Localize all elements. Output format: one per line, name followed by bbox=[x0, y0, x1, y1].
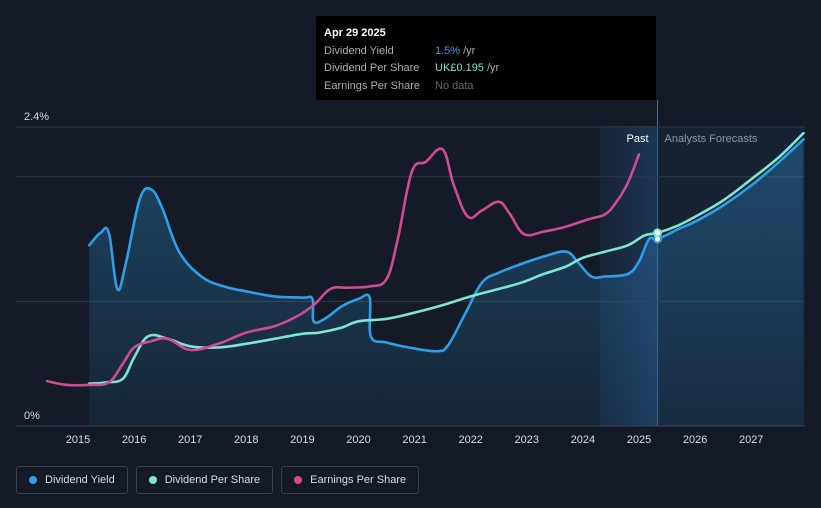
x-tick-label: 2019 bbox=[290, 434, 314, 446]
x-tick-label: 2016 bbox=[122, 434, 146, 446]
earnings-per-share-line bbox=[45, 147, 641, 387]
x-tick-label: 2022 bbox=[458, 434, 482, 446]
legend-item-earnings-per-share[interactable]: Earnings Per Share bbox=[281, 466, 420, 494]
tooltip-label: Earnings Per Share bbox=[324, 79, 420, 92]
past-region-label: Past bbox=[626, 133, 648, 145]
x-tick-label: 2023 bbox=[515, 434, 539, 446]
x-tick-label: 2017 bbox=[178, 434, 202, 446]
forecast-region-label: Analysts Forecasts bbox=[665, 133, 758, 145]
y-tick-label: 2.4% bbox=[24, 111, 49, 123]
legend-dot-icon bbox=[29, 476, 37, 484]
x-tick-label: 2018 bbox=[234, 434, 258, 446]
dividend-per-share-marker bbox=[653, 228, 663, 238]
dividend-yield-line bbox=[87, 138, 805, 353]
tooltip-value: UK£0.195 bbox=[435, 62, 484, 74]
x-tick-label: 2027 bbox=[739, 434, 763, 446]
x-tick-label: 2021 bbox=[402, 434, 426, 446]
x-tick-label: 2020 bbox=[346, 434, 370, 446]
legend-label: Dividend Per Share bbox=[164, 474, 261, 486]
tooltip-label: Dividend Per Share bbox=[324, 62, 420, 74]
tooltip-unit: /yr bbox=[486, 62, 500, 74]
hover-tooltip: Apr 29 2025 Dividend Yield 1.5% /yr Divi… bbox=[316, 16, 656, 100]
legend-label: Dividend Yield bbox=[45, 474, 115, 486]
dividend-yield-area bbox=[89, 139, 804, 426]
x-tick-label: 2025 bbox=[627, 434, 651, 446]
tooltip-value: 1.5% bbox=[435, 44, 461, 57]
y-tick-label: 0% bbox=[24, 410, 40, 422]
tooltip-value: No data bbox=[435, 79, 474, 92]
legend-dot-icon bbox=[294, 476, 303, 484]
tooltip-date: Apr 29 2025 bbox=[324, 27, 386, 39]
tooltip-row-earnings-per-share: Earnings Per Share No data bbox=[324, 78, 648, 96]
tooltip-label: Dividend Yield bbox=[324, 44, 394, 57]
tooltip-row-dividend-per-share: Dividend Per Share UK£0.195 /yr bbox=[324, 60, 648, 78]
x-tick-label: 2026 bbox=[683, 434, 707, 446]
legend-label: Earnings Per Share bbox=[310, 474, 407, 486]
legend-item-dividend-per-share[interactable]: Dividend Per Share bbox=[135, 466, 274, 494]
legend-dot-icon bbox=[148, 476, 157, 484]
x-tick-label: 2015 bbox=[66, 434, 90, 446]
legend-item-dividend-yield[interactable]: Dividend Yield bbox=[16, 466, 128, 494]
x-tick-label: 2024 bbox=[571, 434, 595, 446]
tooltip-unit: /yr bbox=[463, 44, 476, 57]
tooltip-row-dividend-yield: Dividend Yield 1.5% /yr bbox=[324, 43, 648, 61]
legend: Dividend Yield Dividend Per Share Earnin… bbox=[16, 466, 420, 494]
